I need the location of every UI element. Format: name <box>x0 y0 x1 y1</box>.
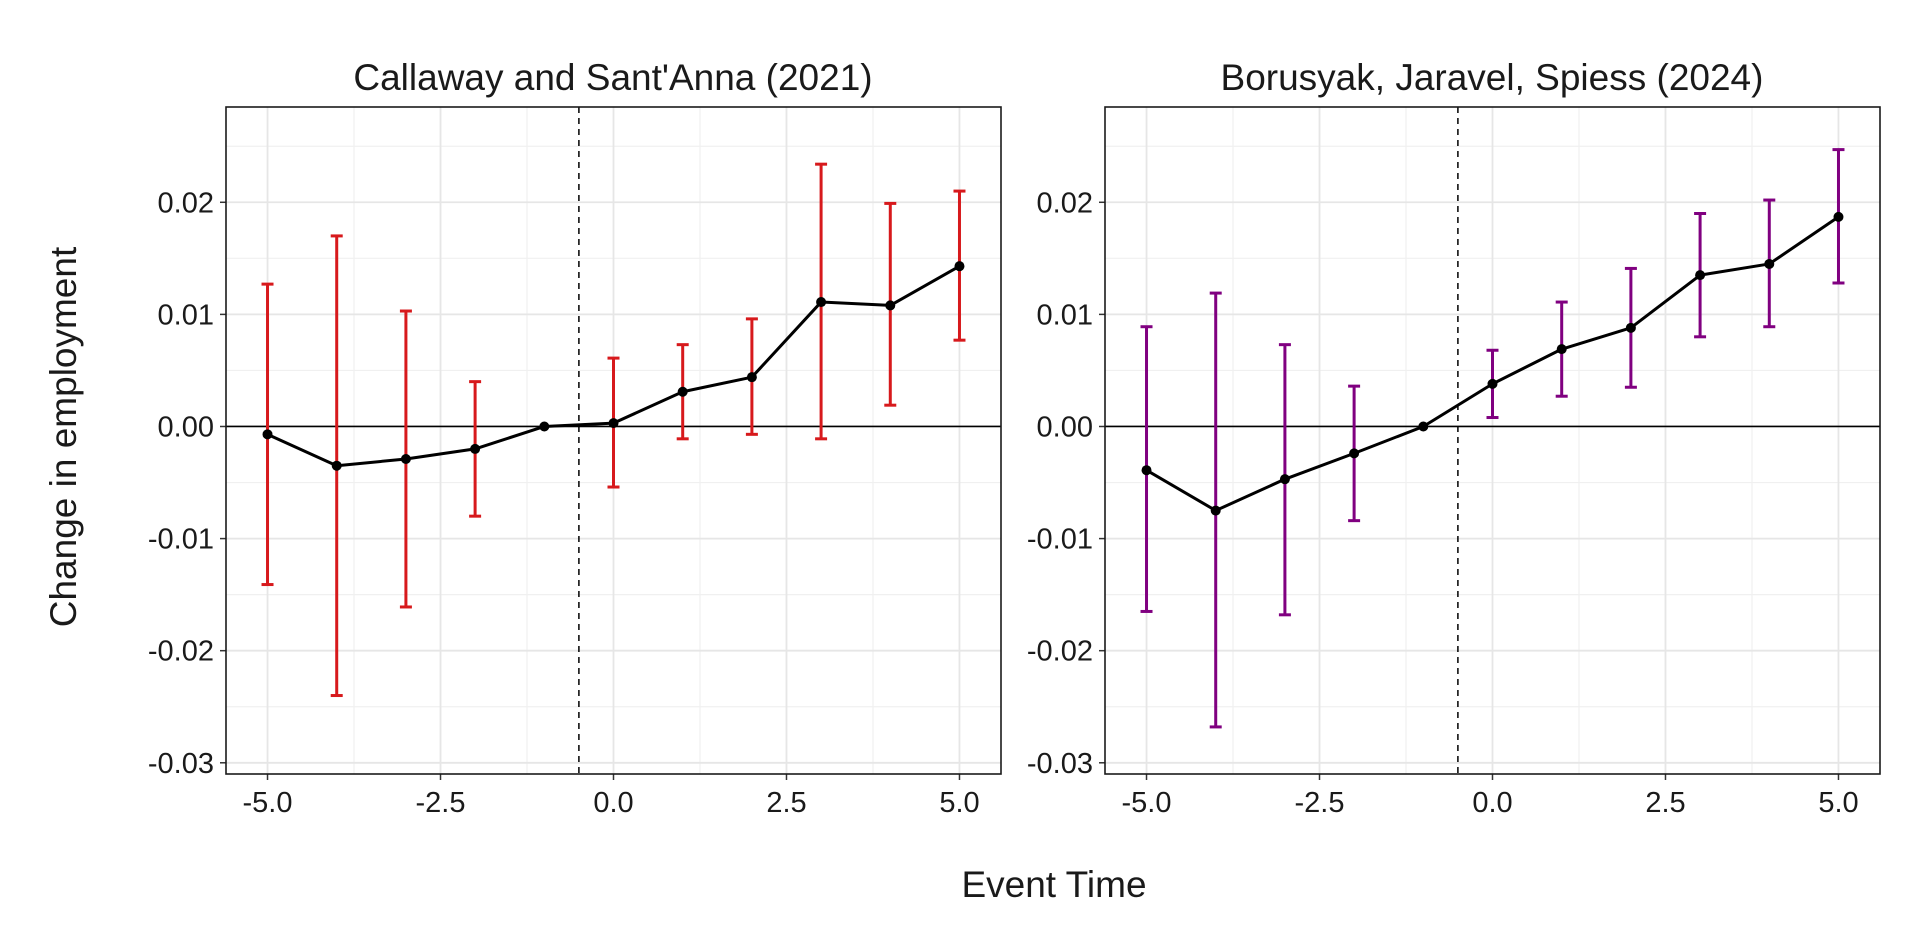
estimate-point <box>677 386 688 397</box>
estimate-point <box>608 418 619 429</box>
estimate-point <box>539 421 550 432</box>
y-tick-label: 0.02 <box>158 187 214 219</box>
y-axis-ticks: -0.03 -0.02 -0.01 0.00 0.01 0.02 <box>1027 187 1105 780</box>
estimate-point <box>746 372 757 383</box>
y-tick-label: 0.00 <box>158 411 214 443</box>
y-tick-label: 0.00 <box>1037 411 1093 443</box>
y-axis-label: Change in employment <box>43 246 84 627</box>
grid <box>1105 107 1880 774</box>
panel-callaway-santanna: Callaway and Sant'Anna (2021) -0.03 -0.02… <box>148 57 1002 819</box>
x-tick-label: 2.5 <box>766 787 806 819</box>
estimate-point <box>1141 465 1152 476</box>
x-tick-label: 0.0 <box>1472 787 1512 819</box>
reference-lines <box>1105 107 1880 774</box>
estimate-point <box>1695 270 1706 281</box>
point-estimates <box>262 261 965 471</box>
y-tick-label: -0.01 <box>1027 524 1093 556</box>
estimate-point <box>1418 421 1429 432</box>
x-tick-label: -2.5 <box>416 787 466 819</box>
estimate-point <box>1625 322 1636 333</box>
panel-borusyak-jaravel-spiess: Borusyak, Jaravel, Spiess (2024) -0.03-0… <box>1027 57 1881 819</box>
estimate-point <box>400 453 411 464</box>
x-tick-label: -5.0 <box>1122 787 1172 819</box>
y-axis-ticks: -0.03 -0.02 -0.01 0.00 0.01 0.02 <box>148 187 226 780</box>
estimate-point <box>1556 344 1567 355</box>
panel-title: Borusyak, Jaravel, Spiess (2024) <box>1221 57 1764 98</box>
x-axis-ticks: -5.0 -2.5 0.0 2.5 5.0 <box>1122 774 1859 819</box>
y-tick-label: 0.01 <box>1037 299 1093 331</box>
estimate-point <box>1487 378 1498 389</box>
panel-frame <box>1104 106 1881 775</box>
panel-title: Callaway and Sant'Anna (2021) <box>353 57 872 98</box>
x-tick-label: 5.0 <box>1818 787 1858 819</box>
estimate-point <box>1764 258 1775 269</box>
estimate-point <box>954 261 965 272</box>
estimate-point <box>331 460 342 471</box>
x-axis-label: Event Time <box>961 864 1146 905</box>
estimate-point <box>885 300 896 311</box>
y-tick-label: -0.02 <box>148 636 214 668</box>
estimate-point <box>1349 448 1360 459</box>
estimate-point <box>1279 474 1290 485</box>
estimate-point <box>1833 211 1844 222</box>
panel-frame <box>225 106 1002 775</box>
y-tick-label: -0.01 <box>148 524 214 556</box>
x-tick-label: -5.0 <box>243 787 293 819</box>
y-tick-label: -0.03 <box>148 748 214 780</box>
estimate-point <box>262 429 273 440</box>
y-tick-label: 0.02 <box>1037 187 1093 219</box>
estimate-point <box>470 443 481 454</box>
y-tick-label: -0.03 <box>1027 748 1093 780</box>
x-tick-label: 2.5 <box>1645 787 1685 819</box>
x-tick-label: 0.0 <box>593 787 633 819</box>
x-tick-label: 5.0 <box>939 787 979 819</box>
estimate-point <box>1210 505 1221 516</box>
y-tick-label: -0.02 <box>1027 636 1093 668</box>
estimate-point <box>816 297 827 308</box>
x-tick-label: -2.5 <box>1295 787 1345 819</box>
x-axis-ticks: -5.0 -2.5 0.0 2.5 5.0 <box>243 774 980 819</box>
y-tick-label: 0.01 <box>158 299 214 331</box>
point-estimates <box>1141 211 1844 516</box>
